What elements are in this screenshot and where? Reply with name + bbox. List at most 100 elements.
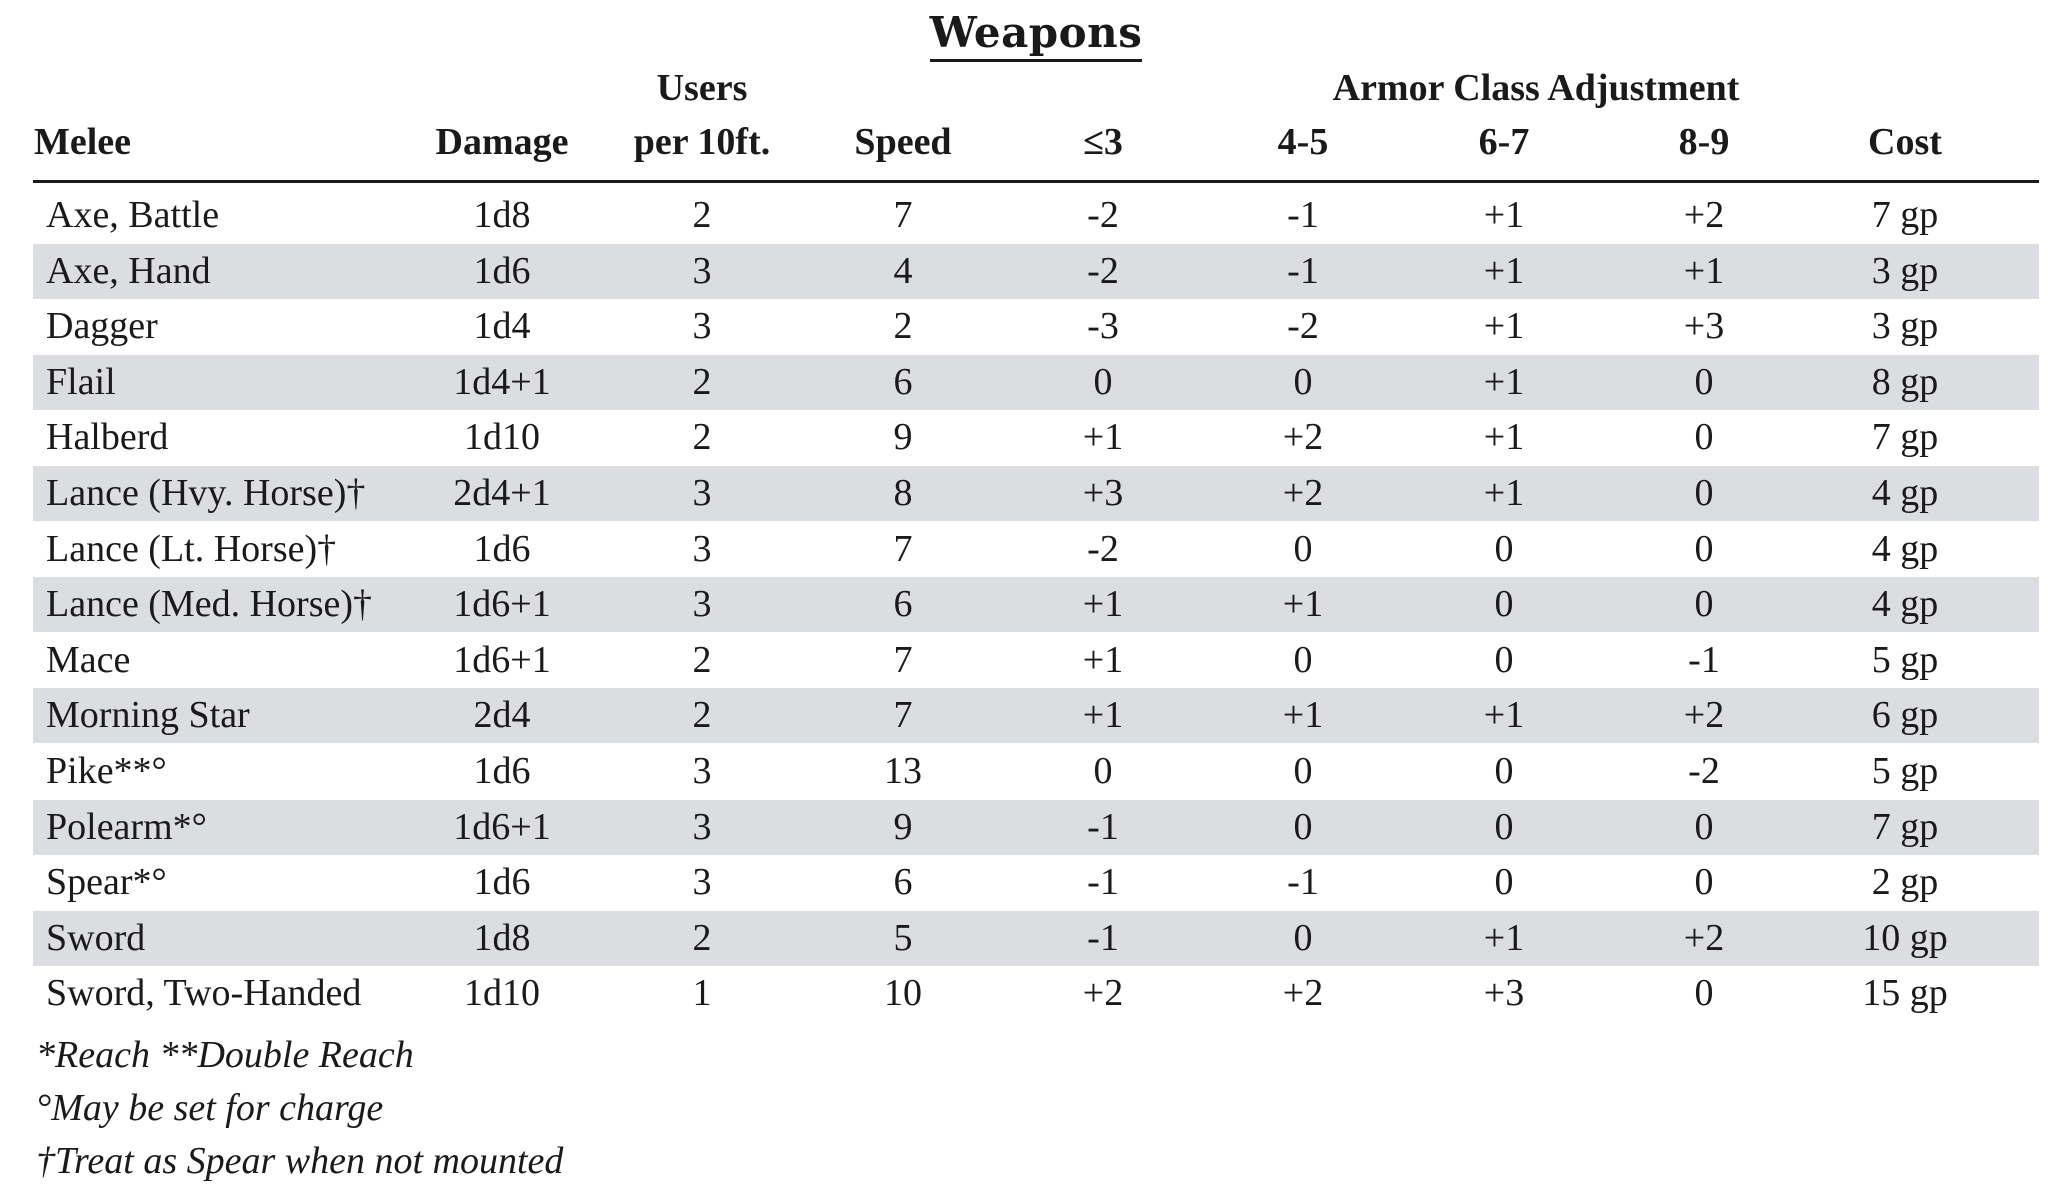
cell-ac-6-7: +1	[1483, 916, 1525, 959]
table-title: Weapons	[0, 8, 2048, 62]
header-cost: Cost	[1868, 121, 1942, 163]
cell-ac-4-5: 0	[1293, 916, 1313, 959]
cell-users: 3	[692, 750, 712, 792]
cell-name: Lance (Hvy. Horse)†	[46, 472, 366, 514]
cell-name: Pike**°	[46, 750, 167, 792]
cell-speed: 4	[893, 249, 913, 292]
cell-cost: 6 gp	[1871, 694, 1939, 737]
cell-speed: 7	[893, 527, 913, 570]
cell-speed: 7	[893, 694, 913, 737]
cell-ac-3: -1	[1087, 805, 1119, 848]
cell-cost: 2 gp	[1871, 861, 1939, 904]
cell-ac-8-9: -2	[1688, 750, 1720, 792]
cell-ac-6-7: +1	[1483, 694, 1525, 737]
cell-users: 2	[692, 638, 712, 681]
table-row: Morning Star 2d4 2 7 +1 +1 +1 +2 6 gp	[33, 688, 2039, 744]
cell-ac-4-5: -2	[1287, 305, 1319, 348]
cell-cost: 7 gp	[1871, 194, 1939, 236]
cell-ac-8-9: 0	[1694, 527, 1714, 570]
cell-speed: 10	[884, 972, 922, 1015]
cell-users: 3	[692, 861, 712, 904]
cell-users: 3	[692, 527, 712, 570]
cell-ac-8-9: 0	[1694, 416, 1714, 459]
cell-speed: 7	[893, 638, 913, 681]
table-row: Lance (Hvy. Horse)† 2d4+1 3 8 +3 +2 +1 0 4 gp	[33, 466, 2039, 521]
header-group-users: Users	[656, 67, 748, 109]
header-ac-4-5: 4-5	[1277, 121, 1329, 163]
cell-ac-3: -1	[1087, 861, 1119, 904]
cell-name: Morning Star	[46, 694, 250, 737]
cell-speed: 9	[893, 416, 913, 459]
cell-users: 3	[692, 583, 712, 626]
cell-ac-4-5: -1	[1287, 194, 1319, 236]
cell-ac-3: -3	[1087, 305, 1119, 348]
cell-cost: 4 gp	[1871, 527, 1939, 570]
table-row: Halberd 1d10 2 9 +1 +2 +1 0 7 gp	[33, 410, 2039, 465]
cell-users: 3	[692, 305, 712, 348]
cell-ac-6-7: +1	[1483, 360, 1525, 403]
cell-users: 2	[692, 194, 712, 236]
cell-ac-4-5: +1	[1282, 583, 1324, 626]
cell-users: 3	[692, 249, 712, 292]
cell-ac-6-7: +1	[1483, 416, 1525, 459]
cell-cost: 4 gp	[1871, 583, 1939, 626]
cell-users: 3	[692, 805, 712, 848]
table-row: Sword 1d8 2 5 -1 0 +1 +2 10 gp	[33, 910, 2039, 966]
cell-cost: 15 gp	[1862, 972, 1948, 1015]
cell-ac-6-7: +1	[1483, 249, 1525, 292]
cell-damage: 1d4+1	[453, 360, 551, 403]
cell-users: 2	[692, 416, 712, 459]
header-ac-3: ≤3	[1083, 121, 1123, 163]
cell-ac-8-9: 0	[1694, 472, 1714, 514]
cell-damage: 1d6	[473, 750, 531, 792]
cell-ac-4-5: 0	[1293, 360, 1313, 403]
cell-users: 2	[692, 694, 712, 737]
cell-cost: 5 gp	[1871, 638, 1939, 681]
cell-cost: 4 gp	[1871, 472, 1939, 514]
cell-damage: 1d6	[473, 527, 531, 570]
header-melee: Melee	[34, 121, 132, 163]
cell-ac-6-7: 0	[1494, 583, 1514, 626]
cell-ac-4-5: -1	[1287, 861, 1319, 904]
header-rule	[33, 180, 2039, 183]
cell-ac-6-7: 0	[1494, 861, 1514, 904]
cell-ac-4-5: 0	[1293, 527, 1313, 570]
cell-ac-3: +3	[1082, 472, 1124, 514]
cell-ac-3: -2	[1087, 249, 1119, 292]
cell-ac-3: 0	[1093, 750, 1113, 792]
table-row: Mace 1d6+1 2 7 +1 0 0 -1 5 gp	[33, 633, 2039, 688]
table-row: Lance (Lt. Horse)† 1d6 3 7 -2 0 0 0 4 gp	[33, 522, 2039, 577]
table-row: Axe, Battle 1d8 2 7 -2 -1 +1 +2 7 gp	[33, 188, 2039, 243]
cell-ac-6-7: 0	[1494, 750, 1514, 792]
table-row: Polearm*° 1d6+1 3 9 -1 0 0 0 7 gp	[33, 799, 2039, 855]
cell-users: 2	[692, 916, 712, 959]
cell-ac-6-7: 0	[1494, 527, 1514, 570]
cell-ac-4-5: +2	[1282, 972, 1324, 1015]
cell-speed: 7	[893, 194, 913, 236]
cell-ac-8-9: 0	[1694, 360, 1714, 403]
cell-damage: 1d6	[473, 249, 531, 292]
table-row: Spear*° 1d6 3 6 -1 -1 0 0 2 gp	[33, 855, 2039, 910]
cell-ac-3: -2	[1087, 527, 1119, 570]
cell-name: Halberd	[46, 416, 169, 459]
cell-cost: 3 gp	[1871, 249, 1939, 292]
cell-cost: 5 gp	[1871, 750, 1939, 792]
cell-ac-8-9: +1	[1683, 249, 1725, 292]
cell-ac-4-5: +2	[1282, 472, 1324, 514]
cell-name: Lance (Lt. Horse)†	[46, 527, 337, 570]
footnote-charge: °May be set for charge	[36, 1087, 384, 1129]
cell-ac-4-5: 0	[1293, 750, 1313, 792]
cell-damage: 1d10	[464, 972, 540, 1015]
table-row: Flail 1d4+1 2 6 0 0 +1 0 8 gp	[33, 354, 2039, 410]
cell-ac-4-5: 0	[1293, 638, 1313, 681]
cell-cost: 7 gp	[1871, 805, 1939, 848]
cell-damage: 1d4	[473, 305, 531, 348]
cell-speed: 6	[893, 360, 913, 403]
cell-ac-8-9: +2	[1683, 194, 1725, 236]
cell-damage: 1d8	[473, 194, 531, 236]
cell-users: 2	[692, 360, 712, 403]
cell-name: Axe, Hand	[46, 249, 211, 292]
cell-name: Spear*°	[46, 861, 167, 904]
table-row: Lance (Med. Horse)† 1d6+1 3 6 +1 +1 0 0 4 gp	[33, 577, 2039, 633]
cell-damage: 1d6+1	[453, 583, 551, 626]
